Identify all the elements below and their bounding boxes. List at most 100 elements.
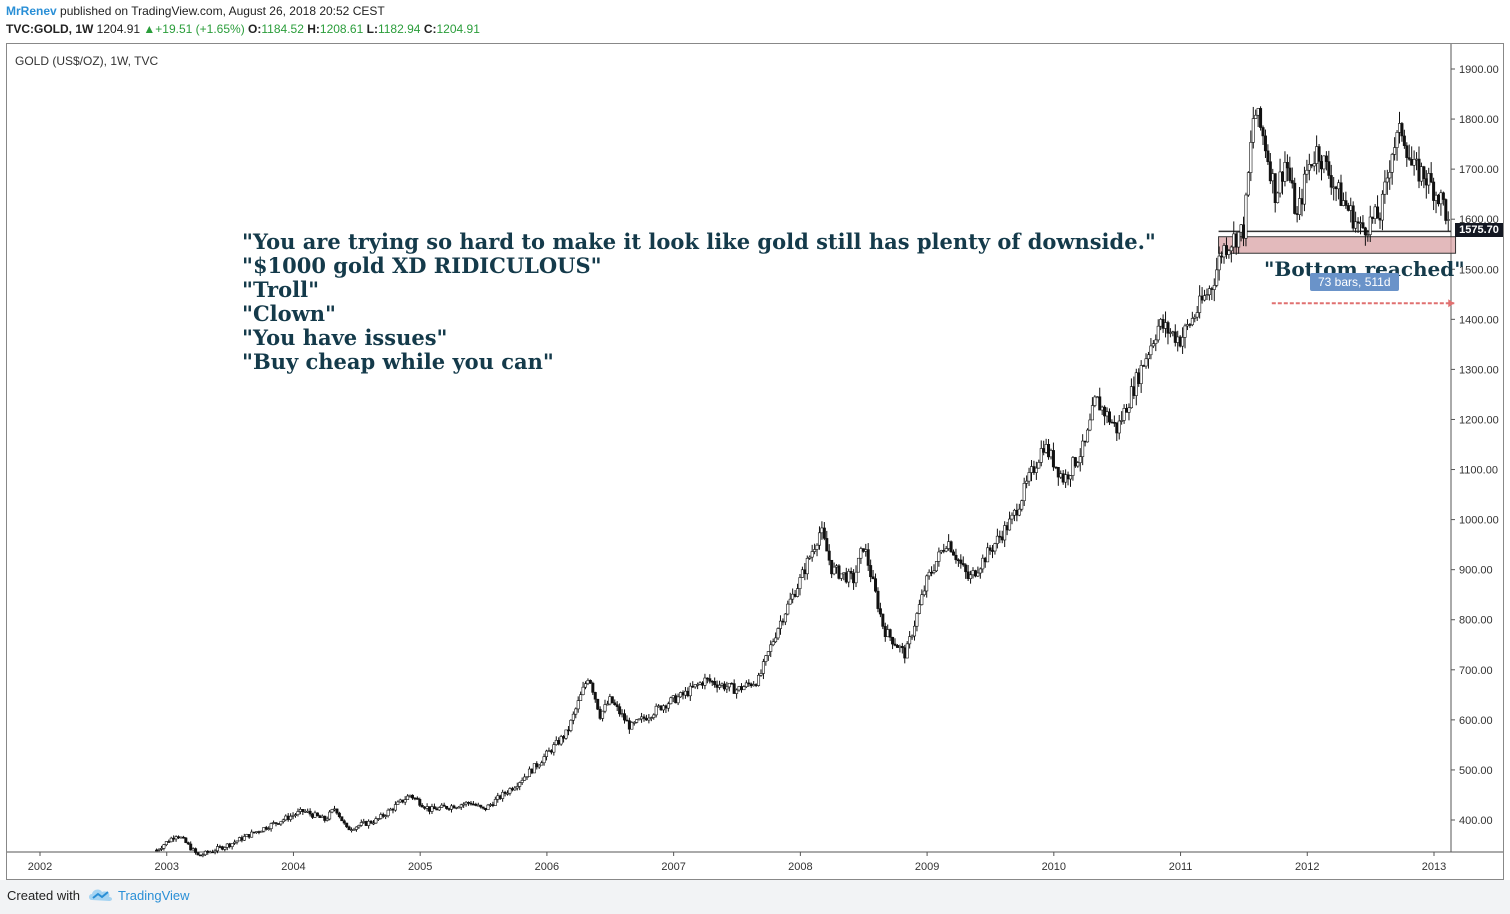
candle-body	[1383, 181, 1387, 195]
candle-body	[1358, 222, 1362, 224]
symbol-quote-line: TVC:GOLD, 1W 1204.91 ▲+19.51 (+1.65%) O:…	[6, 22, 480, 36]
created-with-label: Created with	[7, 888, 80, 903]
candle-body	[1129, 386, 1133, 409]
candle-body	[291, 815, 295, 817]
candle-body	[1178, 336, 1182, 347]
last-price-tag: 1575.70	[1455, 223, 1503, 237]
publisher-username[interactable]: MrRenev	[6, 4, 57, 18]
candle-body	[776, 628, 780, 639]
candle-body	[1022, 483, 1026, 502]
candle-body	[371, 822, 375, 825]
candle-body	[179, 836, 183, 839]
candle-body	[247, 834, 251, 838]
candle-body	[1010, 514, 1014, 520]
candle-body	[778, 620, 782, 629]
quotes-annotation[interactable]: "You are trying so hard to make it look …	[242, 230, 1156, 374]
candle-body	[1027, 472, 1031, 482]
candle-body	[337, 812, 341, 817]
candle-body	[956, 559, 960, 562]
candle-body	[627, 720, 631, 730]
candle-body	[1397, 123, 1401, 133]
candle-body	[1307, 164, 1311, 171]
candle-body	[1164, 322, 1168, 329]
candle-body	[476, 804, 480, 807]
candle-body	[842, 572, 846, 575]
candle-body	[1254, 114, 1258, 119]
candle-body	[883, 626, 887, 637]
candle-body	[547, 750, 551, 752]
candle-body	[525, 776, 529, 778]
tradingview-brand-link[interactable]: TradingView	[118, 888, 190, 903]
candle-body	[328, 811, 332, 820]
candle-body	[1003, 525, 1007, 541]
candle-body	[1344, 200, 1348, 206]
candle-body	[1188, 324, 1192, 326]
candle-body	[1076, 462, 1080, 467]
candle-body	[401, 799, 405, 803]
candle-body	[264, 827, 268, 830]
candle-body	[888, 629, 892, 638]
x-tick-label: 2004	[281, 861, 305, 873]
candle-body	[1120, 420, 1124, 422]
high-value: 1208.61	[319, 22, 364, 36]
candle-body	[289, 815, 293, 820]
quote-line: "Clown"	[242, 301, 336, 326]
candle-body	[164, 841, 168, 846]
candle-body	[1117, 420, 1121, 434]
candle-body	[332, 808, 336, 811]
x-tick-label: 2013	[1422, 861, 1446, 873]
candle-body	[276, 823, 280, 825]
candle-body	[1388, 171, 1392, 179]
candle-body	[262, 827, 266, 832]
candle-body	[325, 818, 329, 821]
x-tick-label: 2011	[1169, 861, 1193, 873]
date-range-badge: 73 bars, 511d	[1310, 273, 1399, 291]
candle-body	[910, 635, 914, 638]
candle-body	[1232, 233, 1236, 248]
candle-body	[691, 685, 695, 688]
candle-body	[1132, 386, 1136, 396]
candle-body	[652, 714, 656, 718]
candle-body	[520, 780, 524, 783]
x-tick-label: 2007	[661, 861, 685, 873]
candle-body	[211, 851, 215, 854]
candle-body	[735, 689, 739, 694]
candle-body	[369, 820, 373, 824]
support-zone-layer	[1218, 230, 1457, 254]
candle-body	[584, 683, 588, 688]
candle-body	[752, 684, 756, 687]
quote-line: "Troll"	[242, 277, 320, 302]
candle-body	[1351, 205, 1355, 229]
candle-body	[1288, 167, 1292, 181]
x-tick-label: 2005	[408, 861, 432, 873]
candle-body	[352, 829, 356, 831]
candle-body	[1222, 245, 1226, 258]
candle-body	[1210, 288, 1214, 290]
candle-body	[698, 682, 702, 685]
candle-body	[1054, 466, 1058, 469]
candle-body	[167, 841, 171, 843]
x-tick-label: 2003	[154, 861, 178, 873]
candle-body	[335, 808, 339, 814]
candle-body	[722, 683, 726, 690]
candle-body	[1429, 173, 1433, 183]
candle-body	[1312, 163, 1316, 167]
chart-frame[interactable]	[6, 43, 1504, 880]
candle-body	[340, 816, 344, 822]
candle-body	[503, 791, 507, 794]
candle-body	[559, 736, 563, 745]
candle-body	[1276, 192, 1280, 204]
candle-body	[820, 527, 824, 534]
candle-body	[730, 682, 734, 685]
tradingview-cloud-icon[interactable]	[87, 886, 115, 904]
candle-body	[1361, 222, 1365, 229]
candle-body	[727, 682, 731, 688]
candle-body	[942, 550, 946, 552]
candle-body	[669, 697, 673, 705]
candle-body	[216, 846, 220, 852]
candle-body	[323, 815, 327, 821]
y-tick-label: 700.00	[1459, 665, 1493, 677]
candle-body	[198, 854, 202, 857]
candle-body	[1112, 422, 1116, 424]
